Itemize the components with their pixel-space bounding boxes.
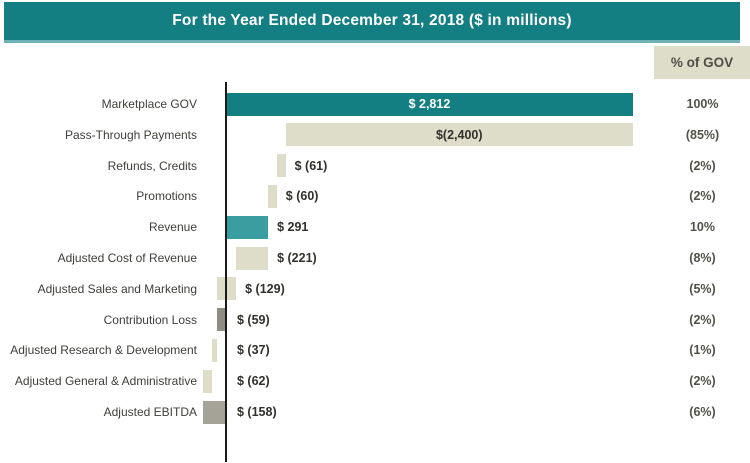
value-label: $ (60): [285, 189, 319, 204]
bar-segment: [212, 338, 218, 362]
value-label: $ 2,812: [408, 97, 451, 111]
chart-title: For the Year Ended December 31, 2018 ($ …: [172, 12, 572, 29]
value-label: $ 291: [277, 220, 309, 235]
category-label: Revenue: [148, 220, 197, 235]
category-label: Pass-Through Payments: [64, 127, 197, 142]
bar-segment: [203, 400, 226, 424]
pct-of-gov-label: (2%): [689, 189, 716, 204]
category-label: Promotions: [136, 189, 197, 204]
category-label: Adjusted General & Administrative: [14, 374, 197, 389]
value-label: $ (129): [245, 281, 285, 296]
pct-of-gov-label: (5%): [689, 281, 716, 296]
value-label: $ (37): [237, 343, 270, 358]
value-label: $ (59): [237, 312, 270, 327]
value-label: $ (221): [277, 251, 317, 265]
category-label: Adjusted Research & Development: [10, 343, 197, 358]
pct-of-gov-label: (2%): [689, 158, 716, 173]
pct-of-gov-label: (2%): [689, 312, 716, 327]
category-label: Contribution Loss: [103, 312, 197, 327]
category-label: Adjusted Sales and Marketing: [37, 281, 197, 296]
category-label: Adjusted Cost of Revenue: [57, 251, 197, 265]
pct-of-gov-label: (1%): [689, 343, 716, 358]
bar-segment: [236, 246, 269, 270]
category-label: Adjusted EBITDA: [103, 405, 197, 419]
bar-segment: [203, 369, 213, 393]
value-label: $ (61): [294, 158, 328, 173]
bar-segment: [268, 184, 277, 208]
bar-segment: [226, 215, 269, 239]
bar-segment: [217, 308, 226, 332]
value-label: $ (62): [237, 374, 270, 389]
pct-of-gov-label: (85%): [685, 127, 720, 142]
category-label: Refunds, Credits: [107, 158, 197, 173]
bar-segment: [285, 123, 633, 147]
pct-of-gov-label: (6%): [689, 405, 716, 419]
bar-segment: [226, 92, 633, 116]
chart-title-bar: For the Year Ended December 31, 2018 ($ …: [4, 2, 740, 43]
pct-of-gov-header: % of GOV: [654, 46, 750, 79]
pct-of-gov-label: (2%): [689, 374, 716, 389]
pct-of-gov-label: 10%: [689, 220, 716, 235]
bar-segment: [276, 154, 286, 178]
value-label: $(2,400): [435, 127, 483, 142]
zero-baseline-axis: [225, 82, 227, 462]
category-label: Marketplace GOV: [101, 97, 197, 111]
pct-of-gov-label: 100%: [686, 97, 719, 111]
pct-of-gov-label: (8%): [689, 251, 716, 265]
value-label: $ (158): [237, 405, 277, 419]
